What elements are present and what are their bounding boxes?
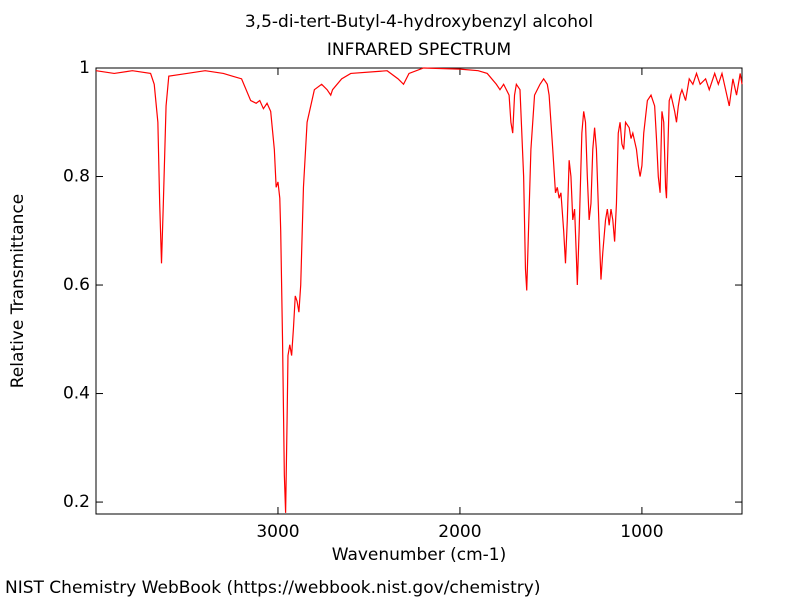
x-tick-label: 1000 [620,522,663,542]
x-axis-label: Wavenumber (cm-1) [332,545,507,565]
x-tick-label: 2000 [438,522,481,542]
y-tick-label: 0.8 [63,167,90,187]
y-tick-label: 1 [79,58,90,78]
footer: NIST Chemistry WebBook (https://webbook.… [5,578,540,598]
y-tick-label: 0.2 [63,492,90,512]
chart-subtitle: INFRARED SPECTRUM [327,40,511,60]
x-tick-label: 3000 [256,522,299,542]
y-axis-label: Relative Transmittance [8,194,28,389]
y-tick-label: 0.4 [63,384,90,404]
chart-title: 3,5-di-tert-Butyl-4-hydroxybenzyl alcoho… [245,12,593,32]
spectrum-line [95,67,743,513]
plot-frame [95,67,743,515]
y-tick-label: 0.6 [63,275,90,295]
